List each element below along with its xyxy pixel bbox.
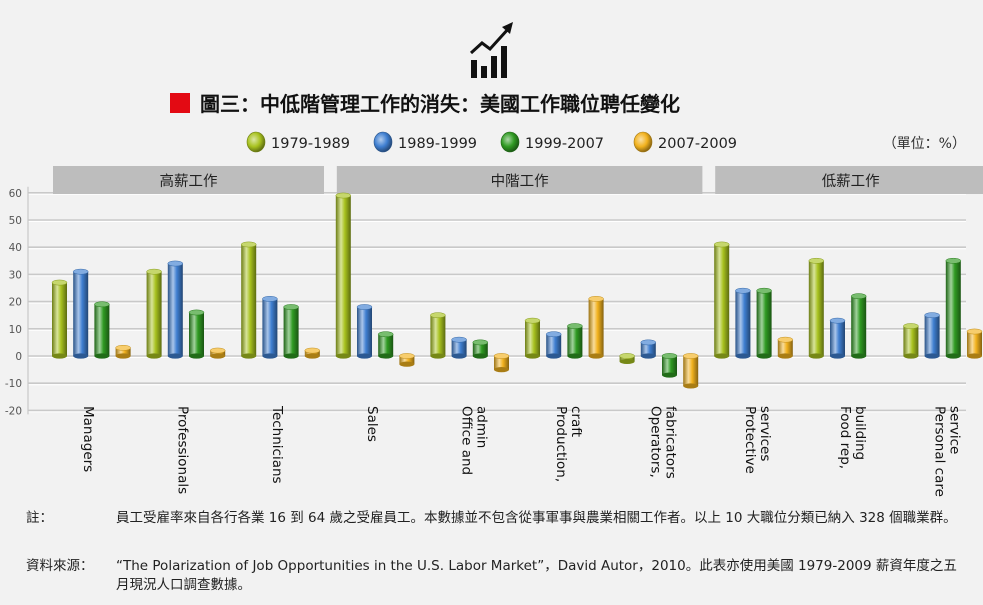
bar bbox=[924, 312, 940, 359]
y-tick-label: 50 bbox=[9, 215, 22, 227]
bar bbox=[72, 268, 89, 359]
y-tick-label: -20 bbox=[5, 405, 22, 417]
bar bbox=[545, 331, 562, 359]
category-label: Sales bbox=[364, 406, 380, 442]
bar bbox=[945, 257, 962, 359]
legend-swatch bbox=[246, 131, 266, 153]
bar bbox=[713, 241, 730, 359]
note-text: 員工受雇率來自各行各業 16 到 64 歲之受雇員工。本數據並不包含從事軍事與農… bbox=[116, 510, 957, 526]
legend: 1979-1989 1989-1999 1999-2007 2007-2009 bbox=[246, 131, 737, 153]
category-label: Personal care bbox=[931, 406, 947, 497]
group-header-label: 低薪工作 bbox=[822, 173, 880, 190]
bar bbox=[51, 279, 68, 359]
bar bbox=[399, 353, 415, 367]
chart-title: 圖三：中低階管理工作的消失：美國工作職位聘任變化 bbox=[200, 92, 680, 116]
bar bbox=[808, 257, 825, 359]
bar bbox=[188, 309, 205, 359]
category-label: Production, bbox=[553, 406, 569, 482]
bar bbox=[588, 296, 604, 359]
note-label: 註： bbox=[26, 510, 53, 526]
bar bbox=[167, 260, 184, 359]
bar bbox=[335, 192, 352, 359]
bar bbox=[377, 331, 394, 359]
bar bbox=[493, 353, 510, 373]
bar bbox=[903, 323, 919, 359]
y-tick-label: 60 bbox=[9, 188, 22, 200]
legend-swatch bbox=[500, 131, 520, 153]
y-tick-label: 40 bbox=[9, 242, 22, 254]
category-label: service bbox=[946, 406, 962, 454]
category-label: craft bbox=[568, 406, 584, 437]
y-tick-label: 30 bbox=[9, 269, 22, 281]
bar bbox=[430, 312, 446, 359]
title-marker bbox=[170, 93, 190, 113]
category-label: Office and bbox=[458, 406, 474, 475]
category-label: Managers bbox=[80, 406, 96, 472]
category-label: Food rep, bbox=[837, 406, 853, 469]
bar bbox=[283, 304, 299, 359]
bar bbox=[94, 301, 110, 359]
y-tick-label: 10 bbox=[9, 324, 22, 336]
unit-label: （單位：%） bbox=[883, 136, 966, 152]
growth-chart-icon bbox=[469, 22, 513, 78]
bar bbox=[850, 293, 867, 359]
bar bbox=[356, 304, 373, 359]
category-label: admin bbox=[473, 406, 489, 448]
category-label: Protective bbox=[742, 406, 758, 474]
group-header bbox=[336, 166, 703, 194]
bar bbox=[756, 287, 772, 359]
bar bbox=[524, 317, 541, 359]
bar bbox=[735, 287, 751, 359]
y-tick-label: -10 bbox=[5, 378, 22, 390]
legend-swatch bbox=[373, 131, 393, 153]
category-label: building bbox=[852, 406, 868, 460]
legend-label: 2007-2009 bbox=[658, 136, 737, 152]
bar bbox=[262, 296, 278, 359]
legend-swatch bbox=[633, 131, 653, 153]
group-header bbox=[715, 166, 983, 194]
bar bbox=[115, 344, 131, 359]
bar bbox=[829, 317, 846, 359]
group-header bbox=[53, 166, 324, 194]
bar bbox=[240, 241, 257, 359]
category-label: services bbox=[757, 406, 773, 461]
source-text: “The Polarization of Job Opportunities i… bbox=[116, 558, 957, 593]
note: 註： 員工受雇率來自各行各業 16 到 64 歲之受雇員工。本數據並不包含從事軍… bbox=[26, 509, 963, 528]
bar bbox=[209, 347, 226, 359]
bar bbox=[682, 353, 699, 389]
source-note: 資料來源： “The Polarization of Job Opportuni… bbox=[26, 557, 963, 595]
bar bbox=[146, 268, 162, 359]
legend-label: 1999-2007 bbox=[525, 136, 604, 152]
bar bbox=[304, 347, 321, 359]
y-tick-label: 0 bbox=[15, 351, 22, 363]
bar bbox=[777, 336, 794, 359]
legend-label: 1989-1999 bbox=[398, 136, 477, 152]
bar bbox=[619, 353, 635, 365]
category-label: fabricators bbox=[663, 406, 679, 479]
source-label: 資料來源： bbox=[26, 558, 94, 574]
bar bbox=[567, 323, 583, 359]
group-header-label: 中階工作 bbox=[491, 173, 549, 190]
category-label: Operators, bbox=[648, 406, 664, 478]
category-label: Professionals bbox=[175, 406, 191, 494]
y-tick-label: 20 bbox=[9, 297, 22, 309]
bar bbox=[640, 339, 657, 359]
group-header-label: 高薪工作 bbox=[160, 173, 218, 190]
legend-label: 1979-1989 bbox=[271, 136, 350, 152]
bar bbox=[451, 336, 467, 359]
bar bbox=[472, 339, 489, 359]
category-label: Technicians bbox=[269, 405, 285, 484]
plot-area: 60 50 40 30 20 10 0 -10 -20 高薪工作 中階工作 低薪工作 Managers P… bbox=[5, 166, 983, 497]
chart: 圖三：中低階管理工作的消失：美國工作職位聘任變化 1979-1989 1989-1… bbox=[5, 22, 983, 497]
bar bbox=[966, 328, 983, 359]
bar bbox=[661, 353, 678, 378]
